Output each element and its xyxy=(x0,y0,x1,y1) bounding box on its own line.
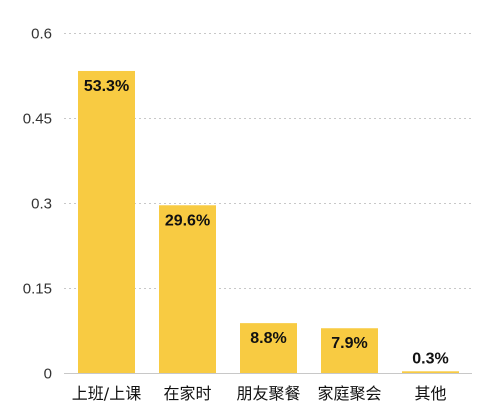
y-tick-label: 0.15 xyxy=(23,281,52,298)
y-tick-label: 0.6 xyxy=(31,26,52,43)
y-tick-label: 0.3 xyxy=(31,196,52,213)
gridlines xyxy=(64,33,472,374)
bar xyxy=(321,328,378,373)
y-tick-label: 0 xyxy=(44,366,52,383)
category-label: 在家时 xyxy=(163,384,211,403)
data-labels: 53.3% 29.6% 8.8% 7.9% 0.3% xyxy=(84,78,449,367)
category-label: 上班/上课 xyxy=(72,384,141,403)
bar xyxy=(159,205,216,373)
bar xyxy=(78,70,135,373)
bar xyxy=(240,323,297,373)
data-label: 0.3% xyxy=(412,350,448,367)
bar xyxy=(402,371,459,373)
category-label: 其他 xyxy=(414,384,446,403)
data-label: 8.8% xyxy=(250,330,286,347)
category-label: 朋友聚餐 xyxy=(236,384,300,403)
bars xyxy=(78,70,459,373)
y-tick-label: 0.45 xyxy=(23,111,52,128)
data-label: 29.6% xyxy=(165,212,210,229)
category-label: 家庭聚会 xyxy=(317,384,381,403)
data-label: 53.3% xyxy=(84,78,129,95)
data-label: 7.9% xyxy=(331,335,367,352)
x-axis-category-labels: 上班/上课 在家时 朋友聚餐 家庭聚会 其他 xyxy=(72,384,447,403)
y-axis-tick-labels: 0 0.15 0.3 0.45 0.6 xyxy=(23,26,52,383)
